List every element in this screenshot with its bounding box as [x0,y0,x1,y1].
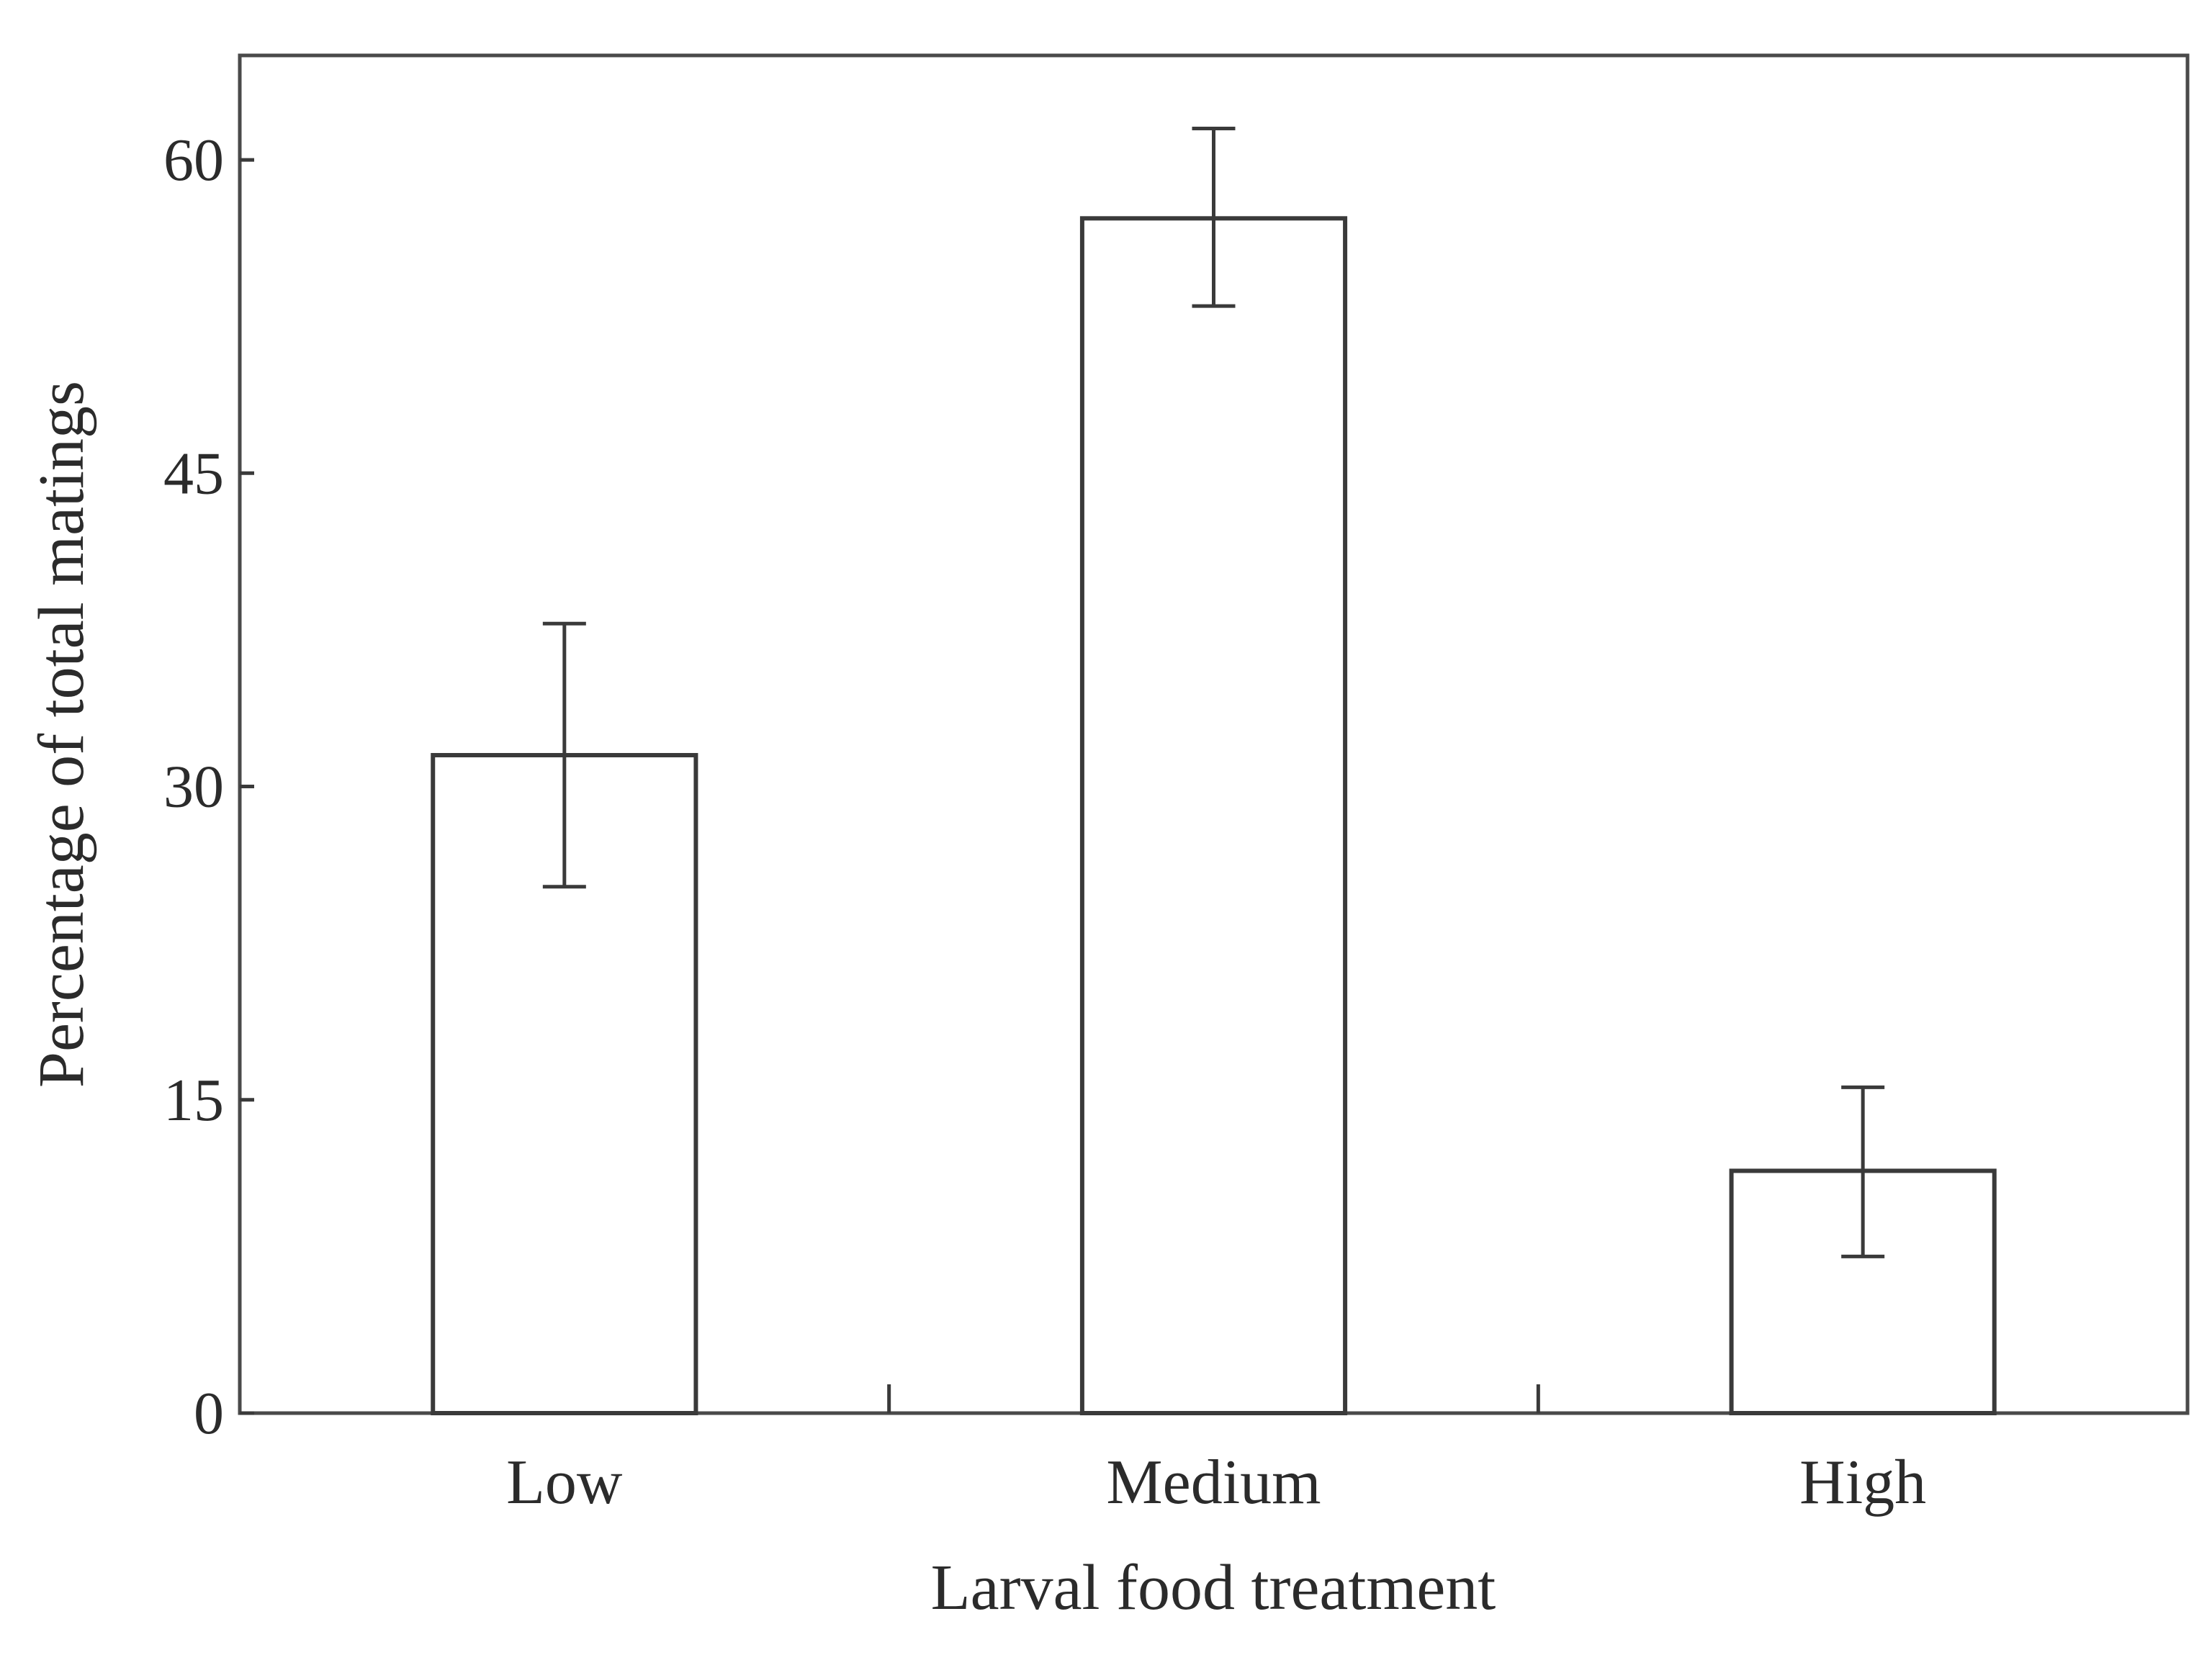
error-bar-low [542,621,586,889]
bars-group [431,216,1997,1416]
x-axis-categories: Low Medium High [506,1448,1926,1518]
y-tick-label: 0 [194,1380,224,1447]
y-tick-label: 45 [163,440,224,507]
x-axis-category-dividers [887,1384,1540,1413]
x-category-label: High [1799,1448,1926,1518]
y-tick-label: 15 [163,1067,224,1134]
x-category-label: Medium [1106,1448,1321,1518]
y-axis: 0 15 30 45 60 [163,127,254,1447]
x-axis-title: Larval food treatment [931,1552,1496,1623]
y-axis-title: Percentage of total matings [26,381,97,1088]
y-tick-label: 60 [163,127,224,194]
error-bar-high [1841,1085,1885,1258]
error-bars-group [542,127,1885,1258]
error-bar-medium [1192,127,1236,308]
bar-medium [1079,216,1348,1416]
y-tick-label: 30 [163,754,224,821]
x-category-label: Low [506,1448,623,1518]
